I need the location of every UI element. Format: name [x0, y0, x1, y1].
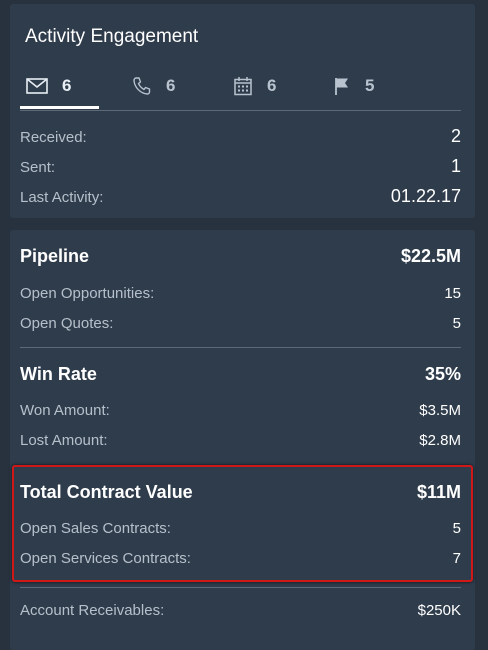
open-sales-contracts-value: 5: [452, 520, 461, 537]
section-divider: [20, 587, 461, 588]
tab-task[interactable]: 5: [333, 72, 374, 100]
received-row: Received: 2: [20, 126, 461, 147]
account-receivables-value: $250K: [417, 602, 461, 619]
active-tab-indicator: [20, 106, 99, 109]
sent-row: Sent: 1: [20, 156, 461, 177]
won-amount-label: Won Amount:: [20, 402, 110, 419]
account-receivables-label: Account Receivables:: [20, 602, 165, 619]
tab-email[interactable]: 6: [26, 72, 71, 100]
envelope-icon: [26, 78, 48, 94]
last-activity-row: Last Activity: 01.22.17: [20, 186, 461, 207]
lost-amount-row: Lost Amount: $2.8M: [20, 432, 461, 449]
activity-tabs: 6 6 6: [20, 68, 461, 111]
flag-icon: [335, 78, 348, 95]
received-label: Received:: [20, 129, 87, 146]
calendar-count: 6: [267, 76, 277, 95]
task-count: 5: [365, 76, 375, 95]
card-title: Activity Engagement: [25, 26, 199, 47]
open-services-contracts-row: Open Services Contracts: 7: [20, 550, 461, 567]
won-amount-row: Won Amount: $3.5M: [20, 402, 461, 419]
win-rate-label: Win Rate: [20, 364, 97, 384]
open-services-contracts-value: 7: [452, 550, 461, 567]
open-sales-contracts-label: Open Sales Contracts:: [20, 520, 171, 537]
open-quotes-row: Open Quotes: 5: [20, 315, 461, 332]
lost-amount-value: $2.8M: [419, 432, 461, 449]
open-quotes-label: Open Quotes:: [20, 315, 114, 332]
pipeline-value: $22.5M: [400, 246, 461, 266]
open-opportunities-label: Open Opportunities:: [20, 285, 155, 302]
sent-value: 1: [450, 156, 461, 176]
total-contract-value-label: Total Contract Value: [20, 482, 193, 502]
lost-amount-label: Lost Amount:: [20, 432, 108, 449]
email-count: 6: [62, 76, 72, 95]
tab-phone[interactable]: 6: [132, 72, 175, 100]
received-value: 2: [450, 126, 461, 146]
open-sales-contracts-row: Open Sales Contracts: 5: [20, 520, 461, 537]
section-divider: [20, 347, 461, 348]
phone-count: 6: [166, 76, 176, 95]
total-contract-value-value: $11M: [416, 482, 461, 502]
sent-label: Sent:: [20, 159, 56, 176]
phone-icon: [133, 77, 151, 95]
win-rate-value: 35%: [424, 364, 461, 384]
open-opportunities-row: Open Opportunities: 15: [20, 285, 461, 302]
pipeline-header: Pipeline $22.5M: [20, 246, 461, 267]
won-amount-value: $3.5M: [419, 402, 461, 419]
sales-summary-card: Pipeline $22.5M Open Opportunities: 15 O…: [10, 230, 475, 650]
open-services-contracts-label: Open Services Contracts:: [20, 550, 191, 567]
last-activity-label: Last Activity:: [20, 189, 104, 206]
activity-engagement-card: Activity Engagement 6 6: [10, 4, 475, 218]
tab-calendar[interactable]: 6: [233, 72, 276, 100]
last-activity-value: 01.22.17: [390, 186, 461, 206]
total-contract-value-header: Total Contract Value $11M: [20, 482, 461, 503]
pipeline-label: Pipeline: [20, 246, 90, 266]
win-rate-header: Win Rate 35%: [20, 364, 461, 385]
calendar-icon: [234, 77, 252, 96]
account-receivables-row: Account Receivables: $250K: [20, 602, 461, 619]
open-quotes-value: 5: [452, 315, 461, 332]
open-opportunities-value: 15: [444, 285, 461, 302]
